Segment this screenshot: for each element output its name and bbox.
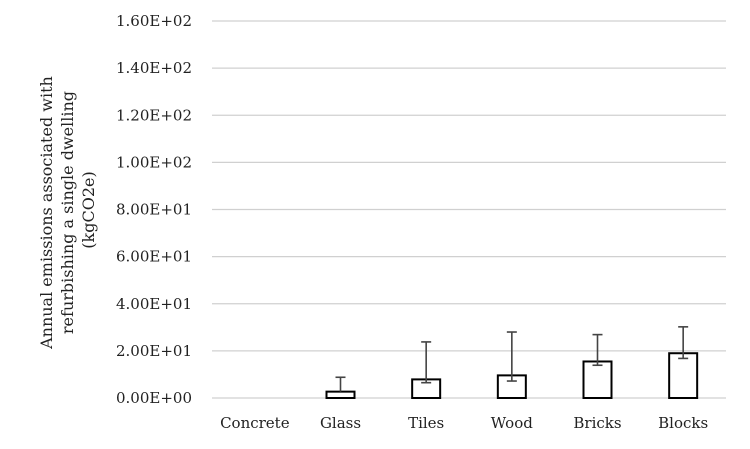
y-axis-label-line-3: (kgCO2e): [79, 171, 98, 248]
bar-bricks: [582, 360, 613, 399]
y-axis-label-line-1: Annual emissions associated with: [37, 76, 56, 350]
y-tick-label: 0.00E+00: [116, 389, 192, 407]
x-category-label: Tiles: [408, 414, 444, 432]
x-category-label: Glass: [320, 414, 361, 432]
bar-blocks: [668, 352, 699, 400]
error-bars: [335, 326, 689, 392]
y-axis-tick-labels: 0.00E+00 2.00E+01 4.00E+01 6.00E+01 8.00E+01…: [116, 12, 192, 407]
x-category-label: Concrete: [220, 414, 290, 432]
error-bar-wood: [506, 331, 517, 382]
x-category-label: Wood: [491, 414, 533, 432]
gridlines: [212, 20, 726, 399]
y-tick-label: 1.40E+02: [116, 59, 192, 77]
y-tick-label: 6.00E+01: [116, 248, 192, 266]
error-bar-glass: [335, 376, 346, 392]
y-tick-label: 1.20E+02: [116, 106, 192, 124]
x-category-label: Bricks: [573, 414, 621, 432]
error-bar-tiles: [421, 341, 432, 384]
y-tick-label: 4.00E+01: [116, 295, 192, 313]
y-tick-label: 1.00E+02: [116, 153, 192, 171]
y-axis-label: Annual emissions associated with refurbi…: [37, 71, 98, 350]
y-tick-label: 8.00E+01: [116, 201, 192, 219]
y-tick-label: 1.60E+02: [116, 12, 192, 30]
bar-glass: [325, 390, 356, 399]
bars: [325, 352, 699, 400]
y-axis-label-line-2: refurbishing a single dwelling: [58, 91, 77, 334]
x-axis-category-labels: Concrete Glass Tiles Wood Bricks Blocks: [220, 414, 708, 432]
error-bar-blocks: [678, 326, 689, 360]
y-tick-label: 2.00E+01: [116, 342, 192, 360]
error-bar-bricks: [592, 333, 603, 367]
x-category-label: Blocks: [658, 414, 708, 432]
